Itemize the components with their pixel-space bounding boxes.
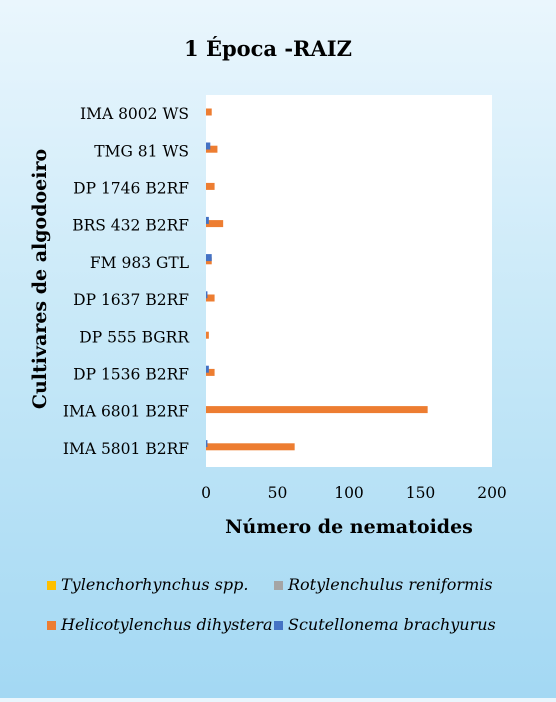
bar [206,220,224,228]
category-label: TMG 81 WS [94,142,189,160]
x-tick-label: 200 [477,484,507,502]
category-label: IMA 8002 WS [80,105,189,123]
y-axis-title: Cultivares de algodoeiro [29,149,51,409]
category-label: DP 1536 B2RF [73,366,189,384]
x-tick-label: 100 [334,484,364,502]
category-label: FM 983 GTL [90,254,189,272]
legend-label: Rotylenchulus reniformis [287,575,493,594]
category-label: DP 1637 B2RF [73,291,189,309]
x-tick-label: 50 [268,484,288,502]
x-axis-title: Número de nematoides [225,516,473,538]
legend: Tylenchorhynchus spp. Rotylenchulus renif… [47,575,496,634]
bars [206,108,428,451]
category-label: IMA 6801 B2RF [63,403,189,421]
bar [206,294,215,302]
bar [206,108,212,116]
bar [206,440,208,448]
legend-label: Tylenchorhynchus spp. [61,575,248,594]
chart-title: 1 Época -RAIZ [184,36,352,61]
legend-label: Helicotylenchus dihystera [60,615,272,634]
legend-label: Scutellonema brachyurus [288,615,496,634]
bar [206,368,215,376]
legend-swatch [47,621,56,630]
legend-swatch [274,581,283,590]
x-tick-label: 150 [406,484,436,502]
plot-area [206,95,492,467]
bar [206,182,215,190]
category-labels: IMA 8002 WS TMG 81 WS DP 1746 B2RF BRS 432 … [63,105,190,458]
category-label: IMA 5801 B2RF [63,440,189,458]
bar [206,216,209,224]
x-tick-label: 0 [201,484,211,502]
bar [206,443,295,451]
bar [206,365,209,373]
category-label: DP 1746 B2RF [73,180,189,198]
bar [206,145,218,153]
legend-swatch [274,621,283,630]
bar [206,142,211,150]
bar [206,406,428,414]
legend-swatch [47,581,56,590]
bar [206,331,209,339]
x-tick-labels: 0 50 100 150 200 [201,484,507,502]
bar [206,291,208,299]
category-label: DP 555 BGRR [79,328,190,346]
bar [206,254,212,262]
category-label: BRS 432 B2RF [72,217,189,235]
